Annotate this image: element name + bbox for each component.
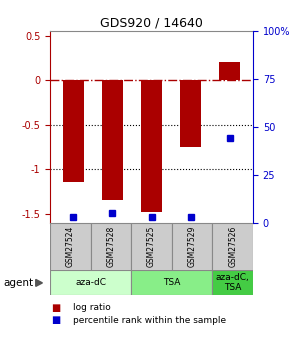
Bar bbox=[63, 80, 84, 183]
Text: GSM27524: GSM27524 bbox=[66, 226, 75, 267]
Text: GSM27526: GSM27526 bbox=[228, 226, 237, 267]
Bar bbox=[172, 223, 212, 271]
Text: agent: agent bbox=[3, 278, 33, 288]
Polygon shape bbox=[36, 279, 42, 286]
Text: log ratio: log ratio bbox=[73, 303, 111, 312]
Bar bbox=[50, 270, 131, 295]
Bar bbox=[50, 223, 91, 271]
Bar bbox=[212, 223, 253, 271]
Bar bbox=[180, 80, 201, 147]
Bar bbox=[219, 62, 240, 80]
Text: GSM27528: GSM27528 bbox=[106, 226, 115, 267]
Text: GSM27525: GSM27525 bbox=[147, 226, 156, 267]
Bar bbox=[91, 223, 131, 271]
Text: ■: ■ bbox=[52, 315, 61, 325]
Bar bbox=[141, 80, 162, 212]
Bar bbox=[212, 270, 253, 295]
Text: ■: ■ bbox=[52, 303, 61, 313]
Text: GSM27529: GSM27529 bbox=[188, 226, 197, 267]
Text: percentile rank within the sample: percentile rank within the sample bbox=[73, 316, 226, 325]
Bar bbox=[131, 270, 212, 295]
Text: aza-dC: aza-dC bbox=[75, 278, 106, 287]
Text: aza-dC,
TSA: aza-dC, TSA bbox=[216, 273, 250, 292]
Bar bbox=[102, 80, 123, 200]
Text: TSA: TSA bbox=[163, 278, 181, 287]
Title: GDS920 / 14640: GDS920 / 14640 bbox=[100, 17, 203, 30]
Bar bbox=[131, 223, 172, 271]
